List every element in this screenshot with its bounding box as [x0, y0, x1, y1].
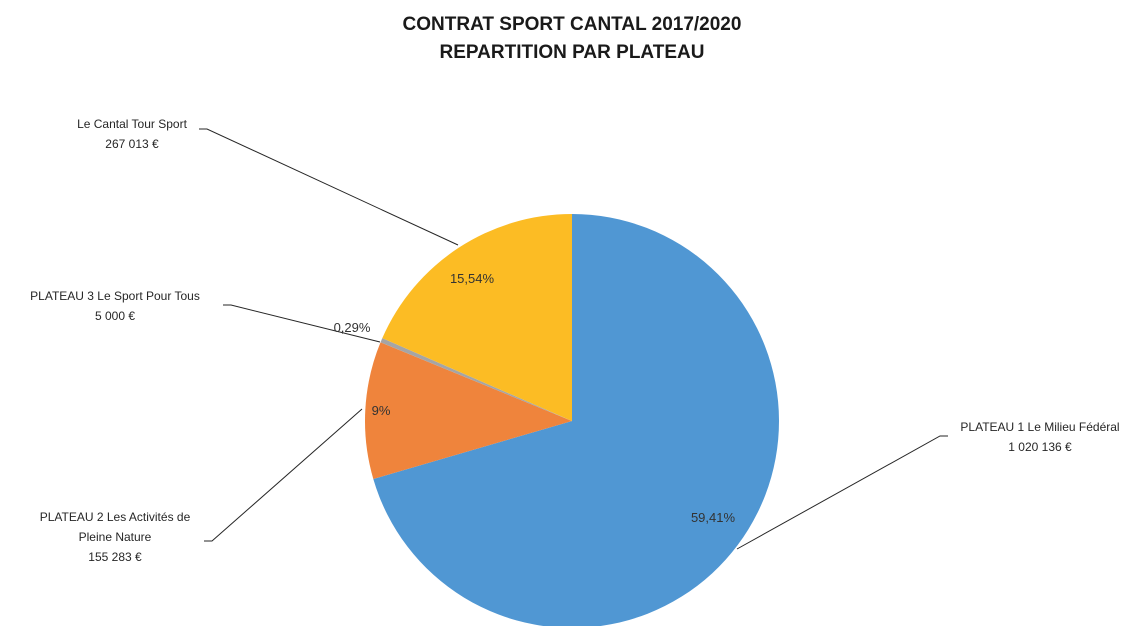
- slice-amount-label-4: 267 013 €: [105, 137, 159, 151]
- leader-lines: [199, 128, 948, 550]
- leader-line-3: [223, 304, 381, 343]
- leader-line-4: [199, 128, 459, 246]
- slice-labels: 59,41% PLATEAU 1 Le Milieu Fédéral 1 020 1…: [30, 117, 1119, 564]
- chart-title-line-1: CONTRAT SPORT CANTAL 2017/2020: [403, 14, 742, 35]
- pie-slices: [364, 214, 779, 626]
- pie-slice-1: [373, 214, 779, 626]
- slice-amount-label-3: 5 000 €: [95, 309, 135, 323]
- pie-slice-3: [380, 338, 572, 421]
- slice-percent-label-3: 0,29%: [334, 320, 371, 335]
- leader-line-1: [736, 435, 948, 550]
- slice-amount-label-2: 155 283 €: [88, 550, 142, 564]
- slice-amount-label-1: 1 020 136 €: [1008, 440, 1072, 454]
- pie-slice-4: [382, 214, 572, 421]
- slice-name-label-2: PLATEAU 2 Les Activités de: [40, 510, 191, 524]
- slice-name-label-2: Pleine Nature: [79, 530, 152, 544]
- chart-title-line-2: REPARTITION PAR PLATEAU: [440, 42, 705, 63]
- slice-percent-label-1: 59,41%: [691, 510, 736, 525]
- slice-percent-label-2: 9%: [372, 403, 391, 418]
- slice-name-label-1: PLATEAU 1 Le Milieu Fédéral: [960, 420, 1119, 434]
- slice-name-label-4: Le Cantal Tour Sport: [77, 117, 188, 131]
- pie-slice-2: [364, 342, 572, 480]
- leader-line-2: [204, 408, 363, 542]
- slice-name-label-3: PLATEAU 3 Le Sport Pour Tous: [30, 289, 200, 303]
- slice-percent-label-4: 15,54%: [450, 271, 495, 286]
